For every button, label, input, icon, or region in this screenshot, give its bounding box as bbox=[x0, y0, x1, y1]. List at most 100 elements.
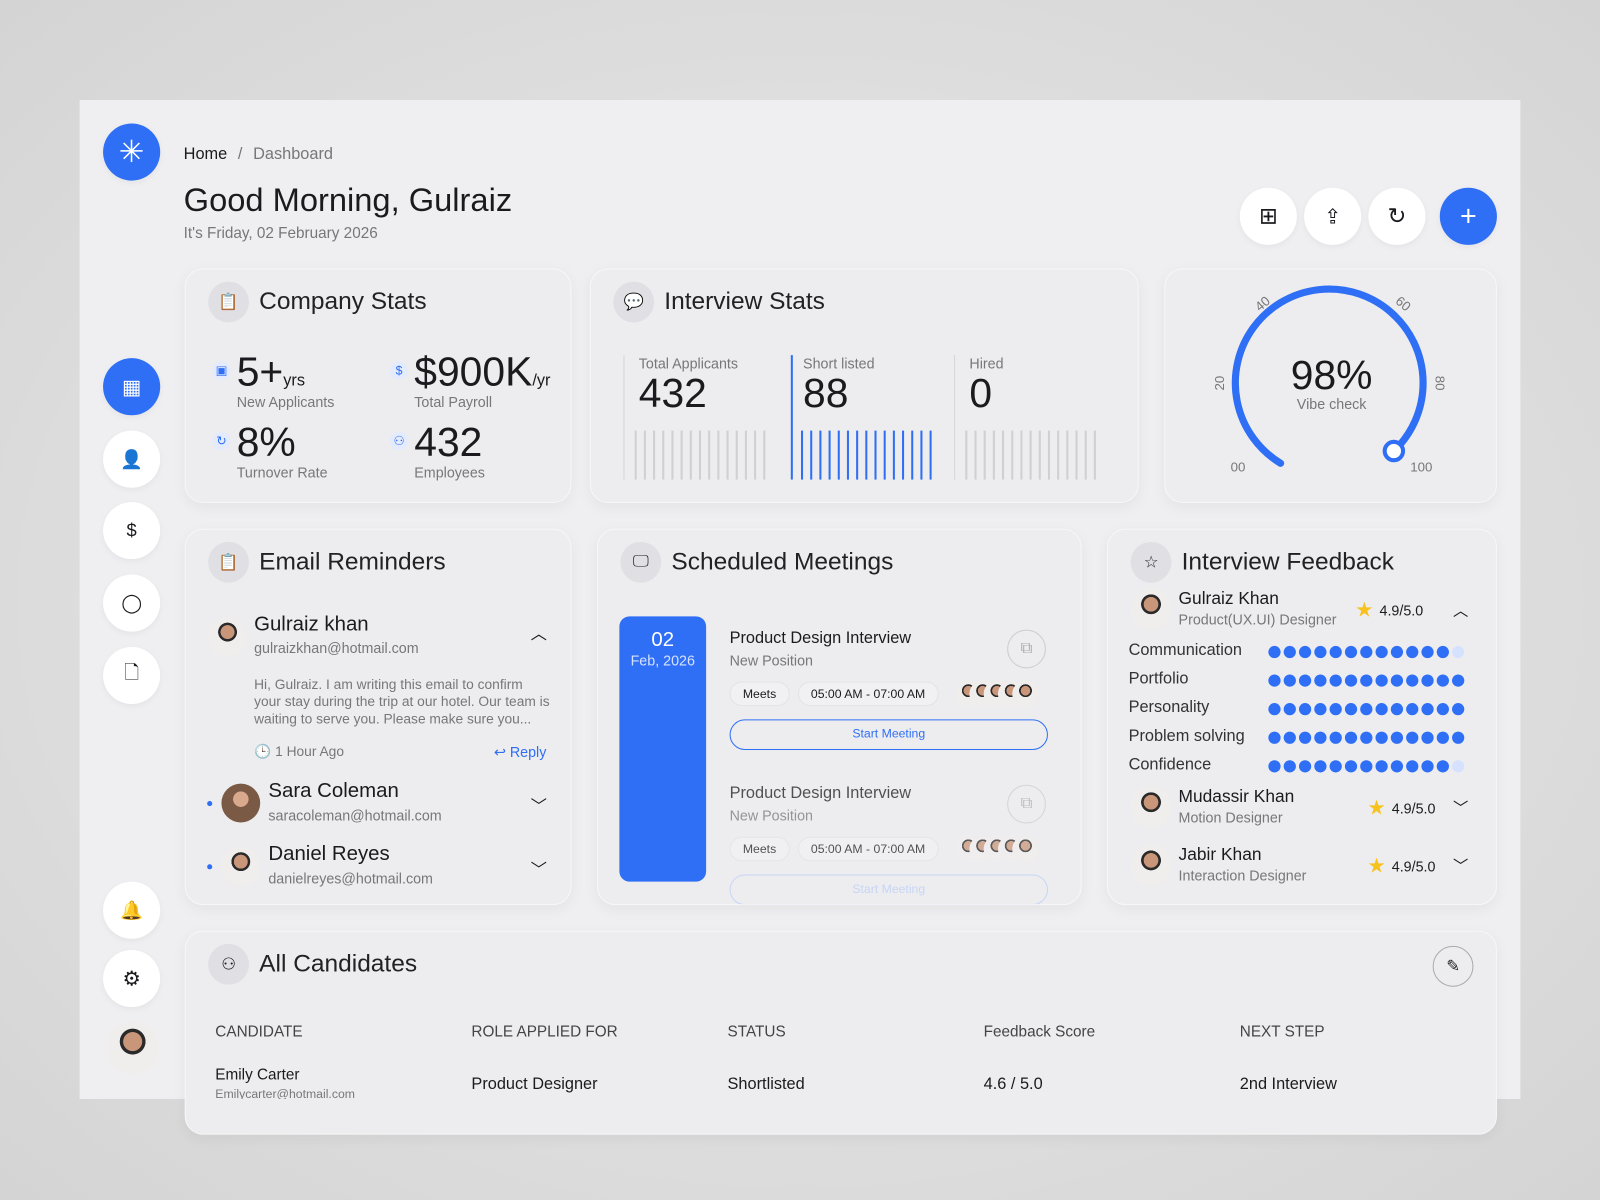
sidebar-item-notifications[interactable]: 🔔 bbox=[103, 881, 161, 939]
edit-button[interactable]: ✎ bbox=[1432, 945, 1474, 987]
rating-value: 4.9/5.0 bbox=[1379, 601, 1424, 618]
score-dot bbox=[1298, 703, 1312, 716]
chevron-down-icon[interactable]: ﹀ bbox=[530, 798, 547, 817]
stat-unit: yrs bbox=[283, 372, 306, 390]
candidate-role: Product Designer bbox=[471, 1075, 598, 1093]
dollar-icon: $ bbox=[389, 361, 409, 380]
score-dot bbox=[1375, 731, 1388, 744]
meeting-time: 05:00 AM - 07:00 AM bbox=[797, 836, 939, 862]
score-dot bbox=[1452, 731, 1465, 744]
stat-label: Total Applicants bbox=[638, 355, 739, 372]
email-sender[interactable]: Gulraiz khan bbox=[254, 613, 369, 636]
copy-button[interactable]: ⧉ bbox=[1007, 629, 1046, 669]
meeting-time: 05:00 AM - 07:00 AM bbox=[797, 681, 939, 707]
score-dot bbox=[1329, 731, 1342, 744]
chat-icon: 💬 bbox=[613, 281, 655, 323]
column-header[interactable]: Feedback Score bbox=[983, 1023, 1096, 1041]
table-row[interactable]: Emily Carter Emilycarter@hotmail.com Pro… bbox=[185, 1061, 1497, 1099]
email-sender[interactable]: Sara Coleman bbox=[268, 779, 399, 803]
chevron-down-icon[interactable]: ﹀ bbox=[1453, 858, 1469, 876]
card-title: Interview Feedback bbox=[1181, 547, 1394, 576]
copy-icon: ⧉ bbox=[1020, 639, 1033, 658]
rating: ★ 4.9/5.0 bbox=[1355, 597, 1423, 623]
score-dot bbox=[1436, 760, 1449, 773]
copy-button[interactable]: ⧉ bbox=[1007, 784, 1046, 824]
criterion-score bbox=[1268, 645, 1465, 659]
stat-total-applicants: Total Applicants 432 bbox=[623, 355, 766, 480]
grid-view-button[interactable]: ⊞ bbox=[1239, 187, 1297, 245]
date-badge: 02 Feb, 2026 bbox=[619, 616, 707, 882]
star-icon: ★ bbox=[1355, 598, 1374, 622]
chevron-up-icon[interactable]: ︿ bbox=[530, 625, 547, 643]
add-button[interactable]: + bbox=[1439, 187, 1497, 245]
card-title: All Candidates bbox=[259, 949, 418, 978]
meeting-item: Product Design Interview New Position ⧉ … bbox=[729, 784, 1048, 905]
score-dot bbox=[1298, 731, 1312, 744]
reviewer-name[interactable]: Mudassir Khan bbox=[1178, 786, 1295, 807]
sidebar-item-dashboard[interactable]: ▦ bbox=[103, 358, 161, 416]
start-meeting-button[interactable]: Start Meeting bbox=[729, 874, 1048, 905]
sidebar-item-documents[interactable]: 🗋 bbox=[103, 646, 161, 705]
sidebar-item-profile[interactable]: ◯ bbox=[103, 574, 161, 632]
score-dot bbox=[1344, 645, 1358, 659]
presentation-icon: 🖵 bbox=[620, 541, 662, 583]
card-title: Scheduled Meetings bbox=[671, 547, 894, 576]
score-dot bbox=[1452, 703, 1465, 716]
reply-link[interactable]: ↩ Reply bbox=[494, 744, 546, 761]
stat-employees: ⚇ 432 Employees bbox=[389, 421, 485, 481]
candidate-name: Emily Carter bbox=[215, 1066, 300, 1084]
stat-unit: /yr bbox=[532, 372, 551, 390]
column-header[interactable]: CANDIDATE bbox=[215, 1023, 303, 1041]
score-dot bbox=[1360, 731, 1373, 744]
meeting-type: Meets bbox=[729, 681, 790, 707]
user-check-icon: 👤 bbox=[120, 448, 144, 469]
attendee-avatars bbox=[954, 835, 1039, 863]
chevron-down-icon[interactable]: ﹀ bbox=[1453, 799, 1469, 818]
score-dot bbox=[1314, 674, 1327, 687]
score-dot bbox=[1314, 760, 1327, 773]
score-dot bbox=[1436, 645, 1449, 659]
star-icon: ★ bbox=[1367, 796, 1386, 820]
unread-dot bbox=[207, 864, 213, 870]
column-header[interactable]: STATUS bbox=[727, 1023, 786, 1041]
refresh-button[interactable]: ↻ bbox=[1368, 187, 1426, 245]
copy-icon: ⧉ bbox=[1020, 794, 1033, 813]
email-sender[interactable]: Daniel Reyes bbox=[268, 842, 390, 866]
score-dot bbox=[1436, 731, 1449, 744]
score-dot bbox=[1390, 674, 1404, 687]
reviewer-role: Interaction Designer bbox=[1178, 867, 1307, 884]
share-button[interactable]: ⇪ bbox=[1304, 187, 1362, 245]
clipboard-icon: 📋 bbox=[208, 541, 249, 583]
score-dot bbox=[1344, 760, 1358, 773]
score-dot bbox=[1283, 674, 1296, 687]
start-meeting-button[interactable]: Start Meeting bbox=[729, 719, 1048, 750]
breadcrumb-home[interactable]: Home bbox=[183, 145, 228, 164]
column-header[interactable]: ROLE APPLIED FOR bbox=[471, 1023, 618, 1041]
sidebar-item-payroll[interactable]: $ bbox=[103, 502, 161, 560]
gauge-handle[interactable] bbox=[1382, 439, 1406, 463]
email-reminders-card: 📋 Email Reminders Gulraiz khan gulraizkha… bbox=[184, 528, 572, 906]
score-dot bbox=[1390, 645, 1404, 659]
chevron-up-icon[interactable]: ︿ bbox=[1453, 602, 1469, 620]
reviewer-name[interactable]: Gulraiz Khan bbox=[1178, 588, 1279, 609]
user-avatar[interactable] bbox=[106, 1021, 160, 1075]
card-title: Company Stats bbox=[259, 287, 427, 316]
avatar bbox=[1130, 844, 1172, 886]
sidebar-item-candidates[interactable]: 👤 bbox=[103, 430, 161, 488]
gauge-value: 98% bbox=[1290, 353, 1373, 398]
score-dot bbox=[1452, 674, 1465, 687]
logo-icon[interactable]: ✳ bbox=[103, 123, 161, 181]
gauge-label: Vibe check bbox=[1296, 395, 1367, 413]
score-dot bbox=[1283, 645, 1296, 659]
chevron-down-icon[interactable]: ﹀ bbox=[530, 862, 547, 880]
score-dot bbox=[1421, 645, 1434, 659]
score-dot bbox=[1283, 703, 1296, 716]
reviewer-name[interactable]: Jabir Khan bbox=[1178, 844, 1262, 865]
score-dot bbox=[1406, 645, 1419, 659]
sidebar-item-settings[interactable]: ⚙ bbox=[103, 949, 161, 1008]
stat-value: $900K bbox=[414, 349, 533, 395]
criterion-label: Confidence bbox=[1128, 756, 1212, 774]
score-dot bbox=[1344, 703, 1358, 716]
column-header[interactable]: NEXT STEP bbox=[1239, 1023, 1325, 1041]
email-address: saracoleman@hotmail.com bbox=[268, 807, 442, 824]
